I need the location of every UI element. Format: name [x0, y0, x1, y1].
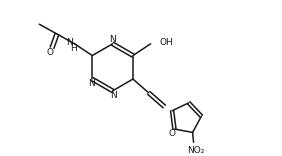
- Text: H: H: [70, 44, 76, 53]
- Text: N: N: [110, 91, 117, 100]
- Text: N: N: [88, 79, 95, 88]
- Text: OH: OH: [159, 38, 173, 47]
- Text: O: O: [47, 48, 54, 57]
- Text: O: O: [168, 129, 175, 138]
- Text: NO₂: NO₂: [187, 146, 204, 155]
- Text: N: N: [109, 35, 116, 44]
- Text: N: N: [66, 38, 73, 47]
